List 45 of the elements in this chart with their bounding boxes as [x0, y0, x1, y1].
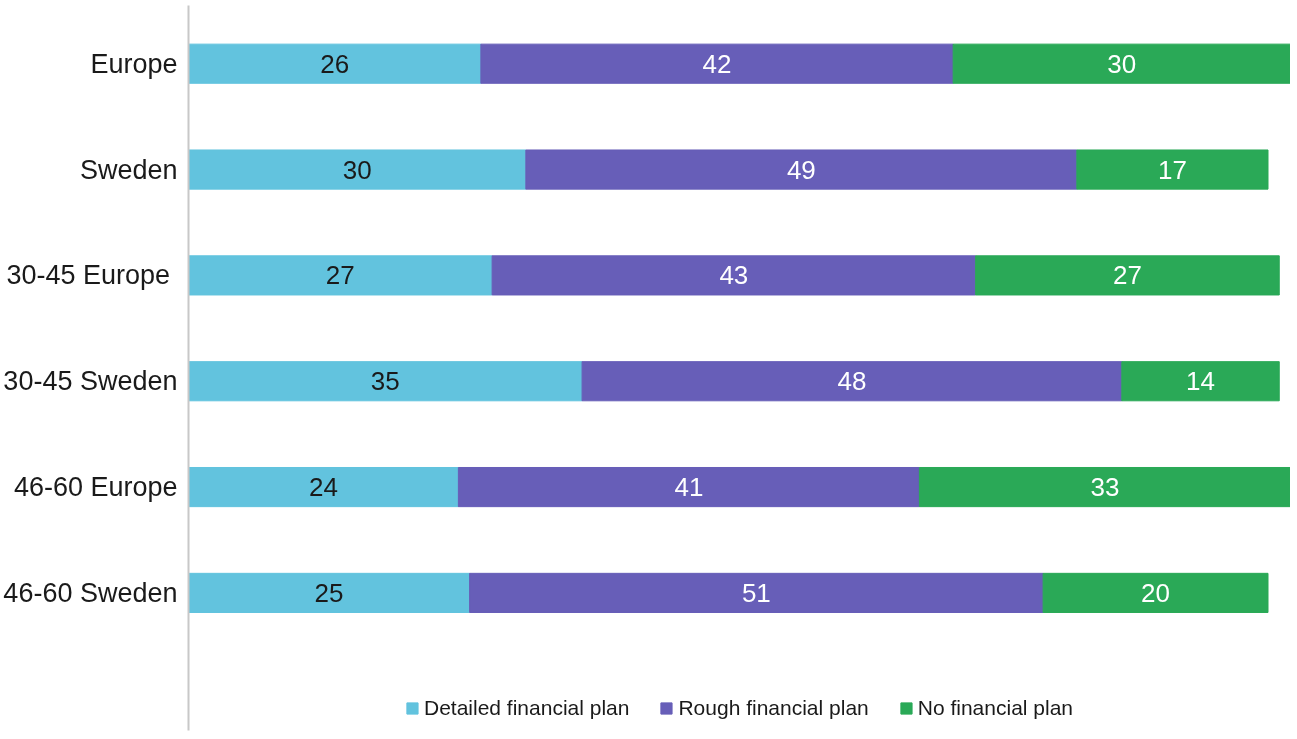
bar — [581, 361, 1123, 402]
bar — [188, 572, 471, 613]
data-label: 35 — [370, 366, 400, 397]
data-label: 51 — [741, 577, 771, 608]
y-tick-label: Europe — [90, 48, 178, 79]
data-label: 17 — [1157, 154, 1187, 185]
legend-label: Rough financial plan — [678, 696, 869, 720]
data-label: 42 — [702, 48, 732, 79]
bar — [975, 255, 1280, 296]
bar — [188, 255, 493, 296]
data-label: 27 — [325, 260, 355, 291]
y-tick-label: 46-60 Europe — [13, 472, 178, 503]
data-label: 24 — [308, 472, 338, 503]
bar — [1076, 149, 1269, 190]
bar — [1121, 361, 1280, 402]
data-label: 33 — [1090, 472, 1120, 503]
data-label: 20 — [1141, 577, 1171, 608]
legend-label: Detailed financial plan — [423, 696, 630, 720]
y-tick-label: 30-45 Sweden — [3, 366, 178, 397]
data-label: 49 — [786, 154, 816, 185]
bar — [188, 361, 583, 402]
data-label: 25 — [314, 577, 344, 608]
bar — [491, 255, 977, 296]
bar — [469, 572, 1044, 613]
bar — [952, 43, 1290, 84]
data-label: 27 — [1112, 260, 1142, 291]
data-label: 41 — [674, 472, 704, 503]
legend-label: No financial plan — [917, 696, 1074, 720]
data-label: 48 — [837, 366, 867, 397]
bar — [525, 149, 1078, 190]
bar — [918, 466, 1290, 508]
bar — [188, 466, 459, 508]
data-label: 26 — [320, 48, 350, 79]
y-tick-label: Sweden — [79, 154, 178, 185]
bar — [188, 149, 527, 190]
y-tick-label: 46-60 Sweden — [3, 577, 178, 608]
data-label: 30 — [342, 154, 372, 185]
bar — [188, 43, 482, 84]
data-label: 30 — [1107, 48, 1137, 79]
data-label: 14 — [1186, 366, 1215, 397]
bar — [457, 466, 920, 508]
bar — [480, 43, 954, 84]
y-tick-label: 30-45 Europe — [6, 260, 170, 291]
data-label: 43 — [719, 260, 749, 291]
bar — [1042, 572, 1269, 613]
